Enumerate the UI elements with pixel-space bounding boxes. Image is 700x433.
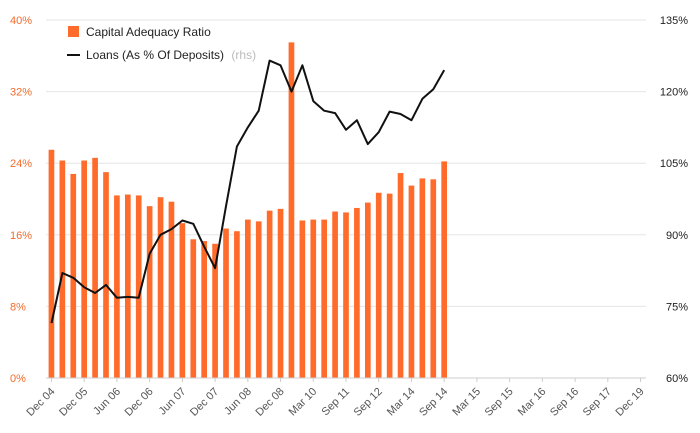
y-right-tick-label: 120% <box>660 87 688 99</box>
bar <box>146 206 153 378</box>
bar-series <box>48 42 448 378</box>
bar <box>386 193 393 378</box>
x-tick-label: Sep 15 <box>483 386 516 419</box>
bar <box>430 179 437 378</box>
bar <box>255 221 262 378</box>
bar <box>277 208 284 378</box>
x-tick-label: Dec 07 <box>188 386 221 419</box>
x-tick-label: Mar 16 <box>516 386 549 419</box>
y-left-tick-label: 0% <box>10 373 26 385</box>
legend-label-loans-note: (rhs) <box>231 48 256 62</box>
loans-line <box>50 59 446 324</box>
bar <box>70 173 77 378</box>
x-tick-label: Sep 11 <box>320 386 353 419</box>
y-left-tick-label: 24% <box>10 158 32 170</box>
bar <box>124 194 131 378</box>
bar <box>168 201 175 378</box>
bar <box>266 210 273 378</box>
bar <box>299 220 306 378</box>
x-tick-label: Jun 06 <box>91 386 123 418</box>
y-right-tick-label: 60% <box>666 373 688 385</box>
y-left-tick-label: 8% <box>10 301 26 313</box>
line-series <box>50 59 446 324</box>
bar <box>81 160 88 378</box>
bar <box>190 239 197 378</box>
x-tick-label: Sep 17 <box>581 386 614 419</box>
bar <box>212 243 218 378</box>
bar <box>441 161 448 378</box>
bar <box>375 192 382 378</box>
bar <box>321 219 328 378</box>
bar <box>48 149 55 378</box>
bar <box>92 157 98 378</box>
bar <box>244 219 251 378</box>
x-tick-label: Jun 08 <box>222 386 254 418</box>
legend-marker-capital-adequacy <box>68 26 79 37</box>
y-right-tick-label: 105% <box>660 158 688 170</box>
bar <box>364 202 371 378</box>
x-tick-label: Dec 08 <box>254 386 287 419</box>
legend-label-capital-adequacy: Capital Adequacy Ratio <box>86 25 211 39</box>
bar <box>332 211 338 378</box>
bar <box>201 241 208 378</box>
bar <box>288 42 295 378</box>
bar <box>310 219 317 378</box>
y-right-tick-label: 75% <box>666 301 688 313</box>
x-tick-label: Dec 04 <box>24 386 57 419</box>
y-left-tick-label: 40% <box>10 15 32 27</box>
bar <box>157 197 164 378</box>
bar <box>103 172 109 378</box>
y-left-tick-label: 16% <box>10 230 32 242</box>
bar <box>179 223 186 378</box>
x-tick-label: Mar 10 <box>287 386 320 419</box>
x-tick-label: Jun 07 <box>157 386 189 418</box>
x-tick-label: Dec 05 <box>57 386 90 419</box>
bar <box>135 195 142 378</box>
y-right-tick-label: 90% <box>666 230 688 242</box>
bar <box>397 173 404 378</box>
x-tick-label: Mar 15 <box>450 386 483 419</box>
legend: Capital Adequacy Ratio Loans (As % Of De… <box>67 25 256 62</box>
bar <box>234 231 240 378</box>
x-tick-label: Sep 16 <box>548 386 581 419</box>
y-left-tick-label: 32% <box>10 87 32 99</box>
x-tick-label: Sep 14 <box>417 386 450 419</box>
legend-label-loans-text: Loans (As % Of Deposits) <box>86 48 224 62</box>
x-tick-label: Dec 06 <box>123 386 156 419</box>
axes: 0% 8% 16% 24% 32% 40% 60% 75% 90% 105% 120% 135% Dec… <box>10 15 688 419</box>
bar <box>354 207 360 378</box>
legend-label-loans: Loans (As % Of Deposits) (rhs) <box>86 48 256 62</box>
y-right-tick-label: 135% <box>660 15 688 27</box>
x-tick-label: Mar 14 <box>385 386 418 419</box>
bar <box>59 160 66 378</box>
bar <box>408 185 415 378</box>
bar <box>223 228 229 378</box>
bar <box>419 178 426 378</box>
bar <box>114 195 120 378</box>
x-tick-label: Dec 19 <box>614 386 647 419</box>
x-tick-label: Sep 12 <box>352 386 385 419</box>
bar <box>343 212 349 378</box>
